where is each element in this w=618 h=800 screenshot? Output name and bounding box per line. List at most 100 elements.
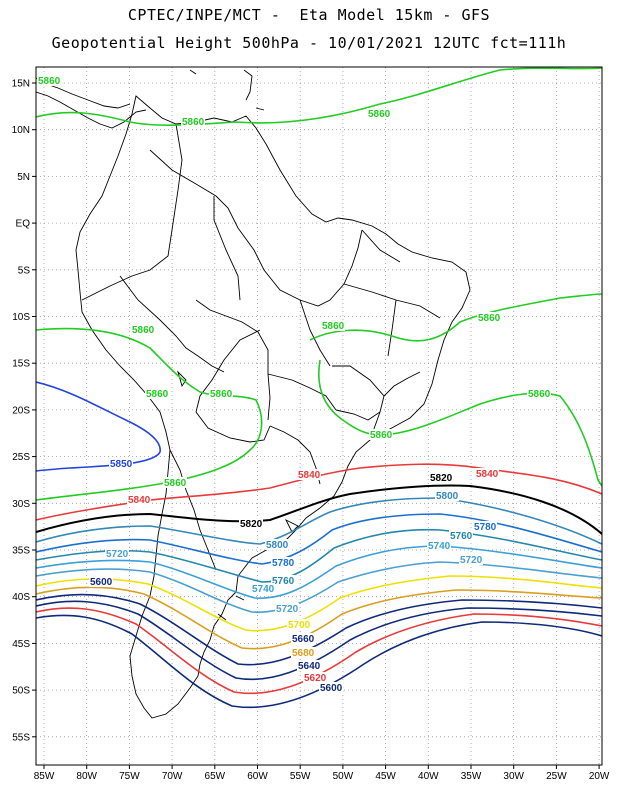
contour-lines — [36, 67, 602, 709]
lon-tick-label: 80W — [76, 771, 97, 782]
contour-label-5780: 5780 — [474, 522, 497, 533]
contour-label-5860: 5860 — [38, 76, 61, 87]
lat-tick-label: 5S — [18, 265, 31, 276]
contour-label-bg — [427, 540, 451, 551]
contour-label-5850: 5850 — [110, 459, 133, 470]
lat-tick-label: 50S — [12, 686, 30, 697]
lon-tick-label: 70W — [162, 771, 183, 782]
lon-tick-label: 85W — [34, 771, 55, 782]
contour-label-bg — [105, 548, 129, 559]
contour-label-bg — [459, 554, 483, 565]
contour-5780 — [36, 513, 602, 565]
contour-5800 — [36, 497, 602, 545]
contour-label-5600: 5600 — [320, 683, 343, 694]
contour-label-bg — [429, 472, 453, 483]
contour-label-5720: 5720 — [460, 555, 483, 566]
axis-ticks: 15N 10N 5N EQ 5S 10S 15S 20S 25S 30S 35S 40S 45S 50S 5… — [12, 79, 610, 783]
contour-label-5720: 5720 — [106, 549, 129, 560]
contour-label-5860: 5860 — [164, 478, 187, 489]
contour-5860 — [318, 359, 602, 487]
contour-label-bg — [145, 388, 169, 399]
lat-tick-label: 55S — [12, 732, 30, 743]
lon-tick-label: 20W — [589, 771, 610, 782]
lat-tick-label: 35S — [12, 546, 30, 557]
contour-label-bg — [449, 530, 473, 541]
contour-label-5600: 5600 — [90, 577, 113, 588]
contour-5860 — [309, 293, 602, 342]
contour-label-5820: 5820 — [430, 473, 453, 484]
contour-label-5860: 5860 — [182, 117, 205, 128]
lat-tick-label: 30S — [12, 499, 30, 510]
contour-label-5800: 5800 — [266, 540, 289, 551]
contour-label-bg — [369, 429, 393, 440]
lat-tick-label: 25S — [12, 452, 30, 463]
contour-label-5700: 5700 — [288, 620, 311, 631]
lon-tick-label: 50W — [333, 771, 354, 782]
contour-label-5840: 5840 — [476, 469, 499, 480]
lat-tick-label: 5N — [17, 172, 30, 183]
lon-tick-label: 55W — [290, 771, 311, 782]
lat-tick-label: 20S — [12, 405, 30, 416]
lon-tick-label: 45W — [375, 771, 396, 782]
contour-label-bg — [251, 583, 275, 594]
contour-label-5680: 5680 — [292, 648, 315, 659]
contour-label-bg — [319, 682, 343, 693]
lon-tick-label: 60W — [247, 771, 268, 782]
contour-label-bg — [297, 660, 321, 671]
contour-label-5860: 5860 — [146, 389, 169, 400]
contour-label-5860: 5860 — [322, 321, 345, 332]
contour-label-bg — [265, 539, 289, 550]
country-borders — [81, 123, 441, 571]
contour-label-5860: 5860 — [370, 430, 393, 441]
contour-label-bg — [321, 320, 345, 331]
lon-tick-label: 40W — [418, 771, 439, 782]
contour-5850 — [36, 381, 161, 472]
contour-label-5820: 5820 — [240, 519, 263, 530]
contour-labels: 5860 5860 5860 5860 5860 5860 5860 5860 5860 5860… — [37, 75, 551, 694]
lon-tick-label: 65W — [205, 771, 226, 782]
contour-label-bg — [127, 494, 151, 505]
contour-label-5720: 5720 — [276, 604, 299, 615]
grid-lines — [36, 67, 602, 765]
lon-tick-label: 25W — [546, 771, 567, 782]
contour-label-bg — [475, 468, 499, 479]
contour-5720 — [36, 561, 602, 613]
contour-label-bg — [291, 633, 315, 644]
contour-label-bg — [131, 324, 155, 335]
contour-label-bg — [239, 518, 263, 529]
lat-tick-label: 45S — [12, 639, 30, 650]
lon-tick-label: 35W — [461, 771, 482, 782]
contour-label-5760: 5760 — [450, 531, 473, 542]
contour-label-bg — [271, 557, 295, 568]
contour-label-bg — [527, 388, 551, 399]
contour-label-5860: 5860 — [478, 313, 501, 324]
contour-label-bg — [435, 490, 459, 501]
caribbean-islands — [189, 69, 265, 111]
contour-label-5860: 5860 — [528, 389, 551, 400]
plot-frame — [35, 66, 603, 766]
lat-tick-label: 10S — [12, 312, 30, 323]
lat-tick-label: 15N — [12, 79, 30, 90]
contour-label-bg — [473, 521, 497, 532]
south-america-coastline — [75, 95, 471, 719]
contour-5760 — [36, 528, 602, 583]
title-line-1: CPTEC/INPE/MCT - Eta Model 15km - GFS — [127, 6, 491, 24]
contour-label-5860: 5860 — [368, 109, 391, 120]
contour-5820 — [36, 484, 602, 535]
contour-label-bg — [109, 458, 133, 469]
contour-label-5840: 5840 — [298, 470, 321, 481]
contour-label-5740: 5740 — [428, 541, 451, 552]
contour-label-5740: 5740 — [252, 584, 275, 595]
lon-tick-label: 75W — [119, 771, 140, 782]
contour-label-bg — [297, 469, 321, 480]
contour-label-5640: 5640 — [298, 661, 321, 672]
lat-tick-label: 40S — [12, 592, 30, 603]
contour-5620 — [36, 607, 602, 695]
contour-label-bg — [89, 576, 113, 587]
contour-label-5660: 5660 — [292, 634, 315, 645]
contour-label-5780: 5780 — [272, 558, 295, 569]
contour-label-bg — [37, 75, 61, 86]
lat-tick-label: 10N — [12, 125, 30, 136]
contour-label-bg — [275, 603, 299, 614]
